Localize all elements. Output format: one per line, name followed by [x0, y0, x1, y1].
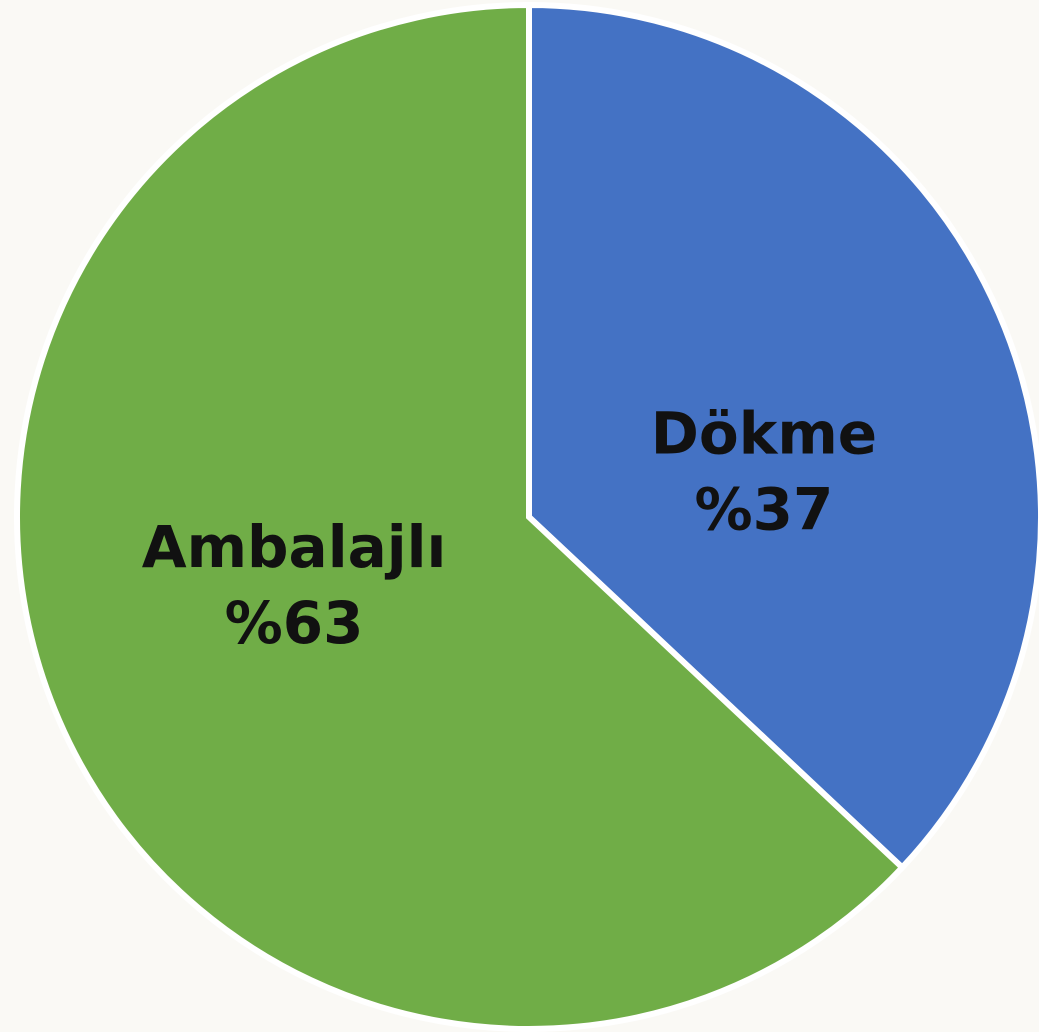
pie-slice [14, 1, 907, 1032]
slice-value-label: %37 [695, 475, 834, 543]
slice-label: Dökme [651, 399, 877, 467]
slice-label: Ambalajlı [142, 513, 447, 581]
slice-value-label: %63 [225, 589, 364, 657]
pie-slice [526, 1, 1039, 872]
